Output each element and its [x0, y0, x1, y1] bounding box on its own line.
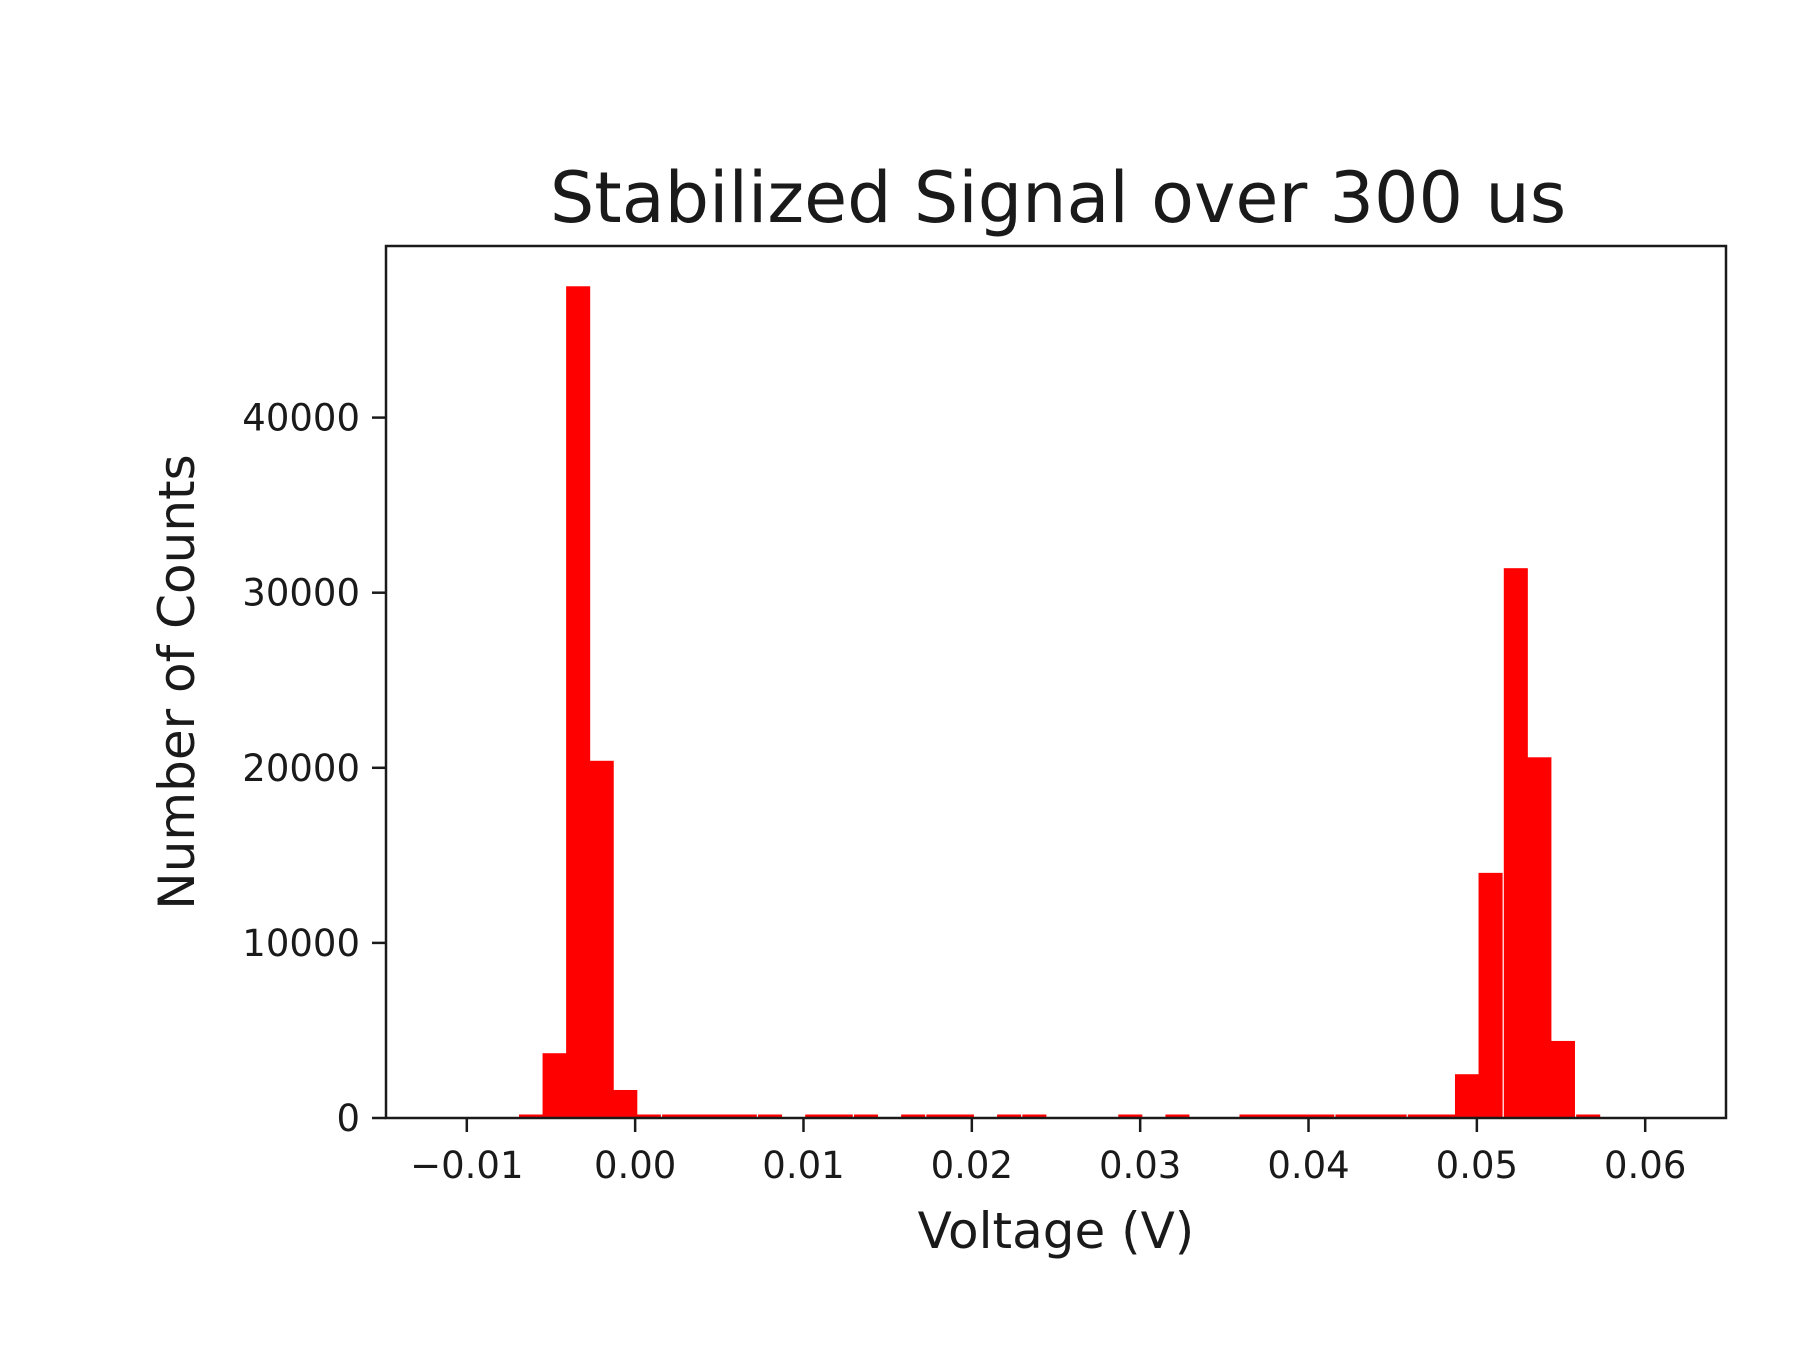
histogram-bar [709, 1114, 734, 1118]
x-tick-label: 0.00 [594, 1144, 676, 1187]
histogram-bar [805, 1114, 830, 1118]
histogram-bar [1431, 1114, 1456, 1118]
histogram-bar [518, 1114, 544, 1118]
histogram-bar [1239, 1114, 1264, 1118]
histogram-bar [901, 1114, 926, 1118]
x-tick-label: 0.05 [1436, 1144, 1518, 1187]
x-tick-label: 0.02 [931, 1144, 1013, 1187]
histogram-bar [613, 1089, 638, 1118]
histogram-bar [1359, 1114, 1384, 1118]
histogram-bar [1382, 1114, 1407, 1118]
histogram-bar [662, 1114, 687, 1118]
histogram-bars [518, 286, 1601, 1119]
histogram-bar [1335, 1114, 1360, 1118]
y-tick-label: 0 [336, 1097, 360, 1140]
x-tick-label: −0.01 [410, 1144, 523, 1187]
chart-title: Stabilized Signal over 300 us [550, 157, 1566, 239]
y-tick-label: 30000 [242, 572, 360, 615]
histogram-bar [1550, 1040, 1575, 1118]
histogram-bar [566, 286, 591, 1119]
histogram-bar [589, 760, 614, 1118]
histogram-bar [926, 1114, 951, 1118]
histogram-bar [1478, 872, 1503, 1118]
x-axis-label: Voltage (V) [918, 1202, 1195, 1260]
y-tick-label: 20000 [242, 747, 360, 790]
y-tick-label: 40000 [242, 397, 360, 440]
histogram-bar [1454, 1074, 1480, 1118]
y-axis-label: Number of Counts [148, 454, 206, 909]
x-axis: −0.01 0.00 0.01 0.02 0.03 0.04 0.05 0.06 [410, 1118, 1686, 1187]
histogram-bar [828, 1114, 853, 1118]
x-tick-label: 0.04 [1267, 1144, 1349, 1187]
y-axis: 0 10000 20000 30000 40000 [242, 397, 386, 1140]
histogram-bar [997, 1114, 1022, 1118]
histogram-bar [732, 1114, 757, 1118]
histogram-bar [1118, 1114, 1143, 1118]
histogram-bar [1165, 1114, 1190, 1118]
histogram-bar [1503, 568, 1528, 1118]
plot-frame [384, 244, 1728, 1120]
x-tick-label: 0.03 [1099, 1144, 1181, 1187]
histogram-bar [1576, 1114, 1601, 1118]
histogram-bar [853, 1114, 879, 1118]
histogram-bar [1407, 1114, 1432, 1118]
histogram-bar [949, 1114, 974, 1118]
histogram-bar [1310, 1114, 1335, 1118]
x-tick-label: 0.06 [1604, 1144, 1686, 1187]
x-tick-label: 0.01 [762, 1144, 844, 1187]
histogram-bar [1263, 1114, 1288, 1118]
histogram-bar [1527, 757, 1552, 1118]
histogram-bar [1286, 1114, 1311, 1118]
histogram-bar [1022, 1114, 1047, 1118]
histogram-bar [685, 1114, 710, 1118]
y-tick-label: 10000 [242, 922, 360, 965]
histogram-bar [542, 1053, 567, 1118]
histogram-bar [636, 1114, 661, 1118]
histogram-bar [758, 1114, 783, 1118]
